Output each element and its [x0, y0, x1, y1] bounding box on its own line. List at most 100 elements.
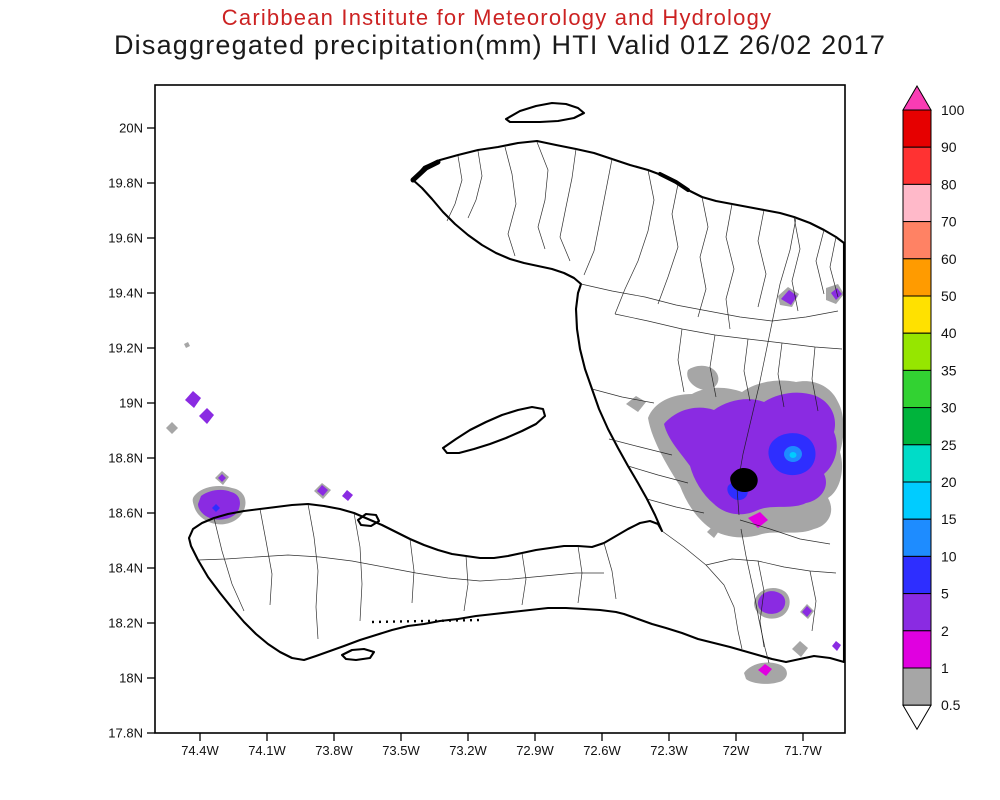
- precip-area-gray: [687, 365, 719, 390]
- colorbar-band: [902, 369, 932, 409]
- y-tick-label: 19.2N: [108, 341, 143, 356]
- boundary-line: [608, 438, 673, 456]
- colorbar-band: [902, 518, 932, 557]
- boundary-line: [536, 141, 549, 250]
- ile-de-la-gonave-coastline: [441, 405, 547, 455]
- colorbar-tick-label: 40: [941, 325, 957, 341]
- precip-area-purple: [664, 392, 837, 515]
- boundary-line: [697, 196, 709, 318]
- precipitation-shading-layer: [166, 284, 844, 684]
- colorbar-tick-label: 30: [941, 400, 957, 416]
- boundary-line: [580, 283, 839, 322]
- colorbar-tick-label: 100: [941, 102, 965, 118]
- boundary-line: [353, 512, 363, 622]
- boundary-line: [259, 508, 273, 606]
- boundary-line: [677, 328, 685, 393]
- y-tick-label: 19N: [119, 396, 143, 411]
- precip-area-purple: [802, 606, 812, 617]
- lake-azuei: [730, 467, 758, 493]
- x-tick-label: 74.1W: [248, 743, 286, 758]
- haiti-dr-border-south: [740, 528, 770, 664]
- y-tick-label: 18.4N: [108, 561, 143, 576]
- precip-area-gray: [166, 422, 178, 434]
- y-axis: 20N 19.8N 19.6N 19.4N 19.2N 19N 18.8N 18.6N 18.4…: [108, 121, 155, 741]
- boundary-line: [661, 530, 743, 650]
- colorbar-band: [902, 221, 932, 260]
- y-tick-label: 19.8N: [108, 176, 143, 191]
- internal-boundaries-layer: [197, 141, 843, 664]
- y-tick-label: 18.6N: [108, 506, 143, 521]
- boundary-line: [446, 155, 463, 222]
- x-tick-label: 72.6W: [583, 743, 621, 758]
- colorbar-band: [902, 667, 932, 706]
- y-tick-label: 18N: [119, 671, 143, 686]
- y-tick-label: 19.6N: [108, 231, 143, 246]
- x-tick-label: 73.8W: [315, 743, 353, 758]
- boundary-line: [409, 538, 415, 604]
- boundary-line: [705, 558, 837, 574]
- colorbar-tick-label: 5: [941, 586, 949, 602]
- x-axis: 74.4W 74.1W 73.8W 73.5W 73.2W 72.9W 72.6W 72.3W…: [181, 733, 823, 758]
- x-tick-label: 73.2W: [449, 743, 487, 758]
- colorbar-band: [902, 407, 932, 446]
- mole-headland-detail: [410, 159, 441, 183]
- boundary-line: [646, 498, 705, 514]
- precip-area-gray: [707, 526, 719, 538]
- colorbar-tick-label: 90: [941, 139, 957, 155]
- boundary-line: [591, 388, 655, 404]
- colorbar-band: [902, 109, 932, 148]
- precip-area-blue: [212, 504, 220, 512]
- precip-area-purple: [757, 591, 786, 614]
- map-frame: [154, 84, 846, 734]
- colorbar-tick-label: 1: [941, 660, 949, 676]
- shade-band-2-5mm: [185, 288, 842, 651]
- boundary-line: [504, 146, 517, 257]
- boundary-line: [829, 236, 839, 298]
- precip-area-purple: [198, 489, 240, 520]
- colorbar-tick-label: 70: [941, 214, 957, 230]
- y-tick-label: 18.8N: [108, 451, 143, 466]
- boundary-line: [467, 150, 483, 219]
- precip-area-purple: [832, 641, 841, 651]
- boundary-line: [709, 334, 717, 398]
- boundary-line: [307, 503, 319, 640]
- precip-area-magenta: [758, 664, 772, 676]
- colorbar-tick-label: 10: [941, 548, 957, 564]
- precip-area-purple: [185, 391, 201, 408]
- x-tick-label: 71.7W: [784, 743, 822, 758]
- boundary-line: [777, 342, 785, 408]
- x-tick-label: 73.5W: [382, 743, 420, 758]
- boundary-line: [743, 338, 751, 402]
- precip-area-purple: [218, 474, 226, 482]
- precip-area-purple: [199, 408, 214, 424]
- boundary-line: [725, 203, 735, 330]
- y-tick-label: 19.4N: [108, 286, 143, 301]
- boundary-line: [614, 313, 843, 350]
- boundary-line: [657, 183, 679, 305]
- x-tick-label: 72W: [723, 743, 750, 758]
- colorbar-band: [902, 146, 932, 185]
- precip-area-gray: [184, 342, 190, 348]
- precip-area-purple: [781, 290, 797, 305]
- colorbar-band: [902, 555, 932, 595]
- boundary-line: [559, 148, 577, 262]
- colorbar-tick-label: 15: [941, 511, 957, 527]
- colorbar: 100 90 80 70 60 50 40 35 30 25 20 15 10 5 2 1 0.5: [902, 85, 965, 731]
- colorbar-tick-label: 60: [941, 251, 957, 267]
- colorbar-band: [902, 295, 932, 334]
- dotted-south-coast-segment: [371, 618, 481, 624]
- boundary-line: [757, 209, 767, 308]
- y-tick-label: 20N: [119, 121, 143, 136]
- grande-cayemite-coastline: [356, 512, 381, 528]
- boundary-line: [583, 158, 613, 276]
- boundary-line: [197, 554, 604, 582]
- precip-area-cyan: [789, 452, 797, 458]
- y-tick-label: 18.2N: [108, 616, 143, 631]
- colorbar-band: [902, 183, 932, 223]
- coastline-layer: [187, 101, 846, 664]
- colorbar-tick-label: 80: [941, 176, 957, 192]
- y-tick-label: 17.8N: [108, 726, 143, 741]
- cap-haitien-coast-detail: [658, 172, 690, 192]
